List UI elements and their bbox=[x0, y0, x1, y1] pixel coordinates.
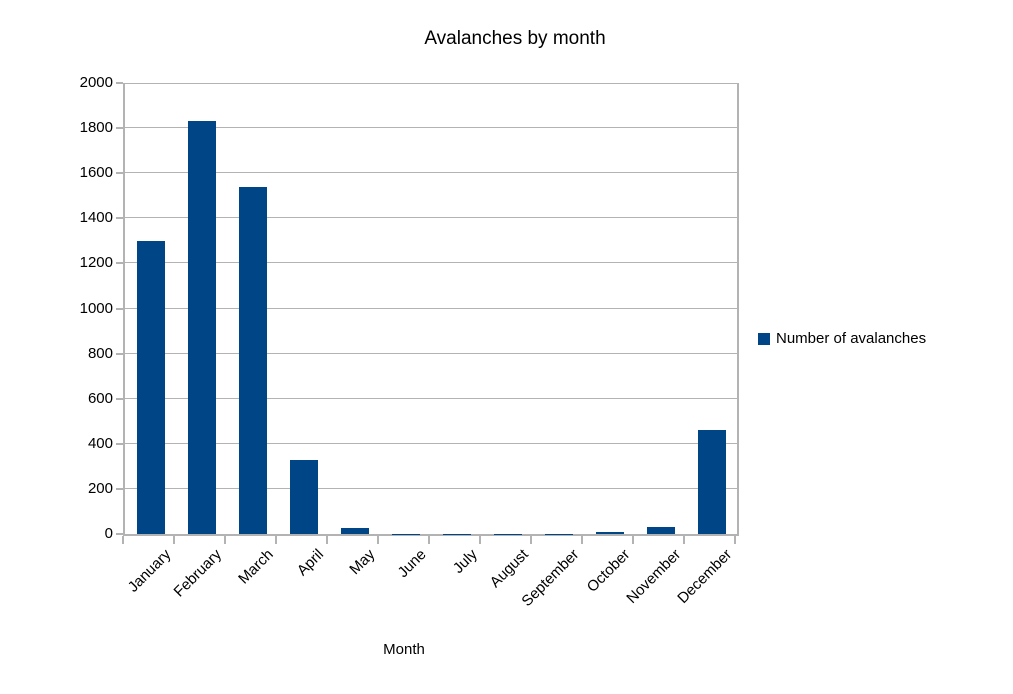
x-axis-title: Month bbox=[383, 641, 425, 658]
y-axis-tick-label-600: 600 bbox=[87, 389, 113, 407]
y-axis-tick-label-400: 400 bbox=[87, 434, 113, 452]
gridline-200 bbox=[125, 487, 737, 489]
y-axis-tick-label-0: 0 bbox=[104, 525, 113, 542]
x-axis-tick bbox=[122, 536, 124, 544]
gridline-400 bbox=[125, 442, 737, 444]
x-axis-tick bbox=[683, 536, 685, 544]
y-axis-tick-label-800: 800 bbox=[87, 344, 113, 362]
x-axis-tick bbox=[224, 536, 226, 544]
chart-title: Avalanches by month bbox=[424, 28, 606, 49]
y-axis-tick-label-1600: 1600 bbox=[79, 164, 113, 182]
x-axis-tick bbox=[173, 536, 175, 544]
y-axis-tick bbox=[116, 352, 123, 355]
gridline-1000 bbox=[125, 307, 737, 309]
x-axis-tick-label-february: February bbox=[171, 546, 226, 601]
gridline-2000 bbox=[125, 83, 737, 84]
bar-may[interactable] bbox=[340, 528, 369, 534]
y-axis-tick-label-1400: 1400 bbox=[79, 209, 113, 227]
x-axis-tick bbox=[275, 536, 277, 544]
x-axis-tick-label-november: November bbox=[623, 546, 685, 607]
y-axis-tick bbox=[116, 127, 123, 130]
legend-label: Number of avalanches bbox=[776, 330, 927, 347]
x-axis-tick bbox=[428, 536, 430, 544]
y-axis-tick bbox=[116, 487, 123, 490]
x-axis-tick-label-may: May bbox=[346, 546, 379, 579]
bar-april[interactable] bbox=[289, 459, 318, 534]
bar-december[interactable] bbox=[697, 430, 726, 534]
x-axis-tick-label-april: April bbox=[294, 546, 328, 580]
x-axis-tick-label-october: October bbox=[583, 546, 634, 596]
y-axis-tick bbox=[116, 172, 123, 175]
x-axis-tick bbox=[632, 536, 634, 544]
gridline-600 bbox=[125, 397, 737, 399]
x-axis-tick bbox=[326, 536, 328, 544]
gridline-1600 bbox=[125, 172, 737, 174]
y-axis-tick bbox=[116, 307, 123, 310]
x-axis-tick bbox=[479, 536, 481, 544]
y-axis-tick-label-1200: 1200 bbox=[79, 254, 113, 272]
x-axis-tick bbox=[377, 536, 379, 544]
plot-area bbox=[123, 83, 739, 536]
y-axis-tick bbox=[116, 533, 123, 535]
y-axis-tick bbox=[116, 442, 123, 445]
x-axis-tick-label-march: March bbox=[235, 546, 277, 588]
bar-january[interactable] bbox=[136, 240, 165, 534]
bar-february[interactable] bbox=[187, 121, 216, 534]
y-axis-tick bbox=[116, 262, 123, 265]
y-axis-tick-label-1000: 1000 bbox=[79, 299, 113, 317]
x-axis-tick bbox=[581, 536, 583, 544]
y-axis-tick bbox=[116, 217, 123, 220]
y-axis-tick-label-2000: 2000 bbox=[79, 74, 113, 91]
x-axis-tick-label-june: June bbox=[394, 546, 430, 582]
x-axis-tick-label-july: July bbox=[449, 546, 481, 577]
bar-march[interactable] bbox=[238, 186, 267, 534]
x-axis-tick-label-january: January bbox=[124, 546, 175, 596]
bar-november[interactable] bbox=[646, 526, 675, 534]
gridline-1800 bbox=[125, 127, 737, 129]
bar-october[interactable] bbox=[595, 532, 624, 534]
y-axis-tick-label-1800: 1800 bbox=[79, 119, 113, 137]
y-axis-tick-label-200: 200 bbox=[87, 479, 113, 497]
gridline-1200 bbox=[125, 262, 737, 264]
legend[interactable]: Number of avalanches bbox=[758, 330, 926, 347]
gridline-800 bbox=[125, 352, 737, 354]
x-axis-tick bbox=[734, 536, 736, 544]
x-axis-tick-label-december: December bbox=[674, 546, 736, 607]
x-axis-tick bbox=[530, 536, 532, 544]
legend-color-swatch bbox=[758, 332, 770, 345]
gridline-1400 bbox=[125, 217, 737, 219]
y-axis-tick bbox=[116, 82, 123, 84]
x-axis-tick-label-august: August bbox=[486, 546, 532, 592]
y-axis-tick bbox=[116, 397, 123, 400]
